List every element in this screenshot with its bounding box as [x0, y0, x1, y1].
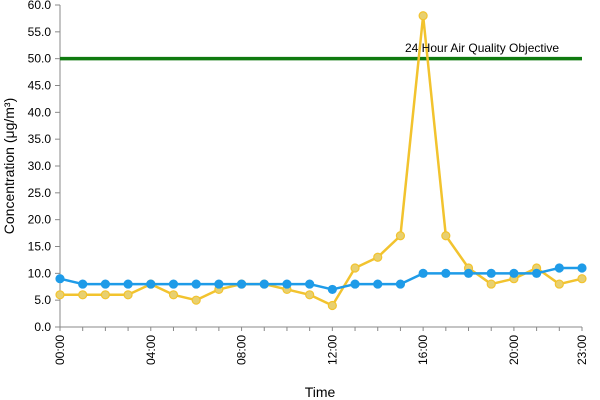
x-tick-label: 12:00: [325, 335, 339, 365]
series-2-point: [532, 268, 542, 278]
series-2-point: [146, 279, 156, 289]
x-axis-title: Time: [305, 384, 336, 400]
series-1-point: [373, 252, 383, 262]
series-2-point: [395, 279, 406, 289]
series-2-point: [441, 268, 451, 278]
series-1-point: [168, 290, 179, 300]
series-1-point: [55, 290, 65, 300]
series-2-point: [191, 279, 201, 289]
series-1-point: [191, 295, 201, 305]
series-1-point: [350, 263, 360, 273]
series-2-point: [78, 279, 88, 289]
series-1-point: [418, 11, 428, 21]
series-1-point: [554, 279, 564, 289]
x-tick-label: 00:00: [53, 335, 67, 365]
x-tick-label: 23:00: [575, 335, 589, 365]
y-tick-label: 10.0: [28, 266, 52, 280]
series-2-point: [373, 279, 383, 289]
y-tick-label: 50.0: [28, 52, 52, 66]
y-axis: 0.0 5.0 10.0 15.0 20.0 25.0 30.0 35.0 40.0 45.0 50…: [28, 0, 61, 334]
series-2-point: [509, 268, 519, 278]
series-1-point: [123, 290, 133, 300]
series-2-point: [305, 279, 315, 289]
series-line-2: [59, 266, 582, 291]
series-2-point: [236, 279, 247, 289]
x-axis: 00:00 04:00 08:00 12:00 16:00 20:00 23:00: [53, 326, 589, 365]
series-2-point: [168, 279, 179, 289]
series-2-point: [100, 279, 110, 289]
reference-line-label: 24 Hour Air Quality Objective: [405, 41, 559, 55]
y-tick-label: 25.0: [28, 186, 52, 200]
series-1-point: [577, 274, 587, 284]
y-tick-label: 60.0: [28, 0, 52, 12]
series-1-point: [327, 300, 337, 311]
series-1-point: [100, 290, 110, 300]
x-tick-label: 04:00: [144, 335, 158, 365]
series-2-point: [55, 274, 65, 284]
series-2-point: [123, 279, 133, 289]
series-2-point: [577, 263, 587, 273]
y-tick-label: 0.0: [34, 320, 51, 334]
series-2-point: [259, 279, 269, 289]
y-tick-label: 55.0: [28, 25, 52, 39]
y-tick-label: 40.0: [28, 105, 52, 119]
series-1-point: [305, 290, 315, 300]
y-tick-label: 30.0: [28, 159, 52, 173]
x-tick-label: 20:00: [507, 335, 521, 365]
series-1-point: [441, 231, 451, 241]
series-2-point: [554, 263, 564, 273]
series-2-point: [214, 279, 224, 289]
y-tick-label: 15.0: [28, 240, 52, 254]
series-group: [55, 11, 587, 311]
x-tick-label: 08:00: [235, 335, 249, 365]
y-axis-title: Concentration (μg/m³): [1, 98, 17, 234]
series-2-point: [350, 279, 360, 289]
y-tick-label: 45.0: [28, 79, 52, 93]
y-tick-label: 5.0: [34, 293, 51, 307]
series-1-point: [78, 290, 88, 300]
y-tick-label: 35.0: [28, 132, 52, 146]
series-2-point: [418, 268, 428, 278]
series-1-point: [486, 279, 496, 289]
series-2-point: [486, 268, 496, 278]
series-1-point: [395, 231, 406, 241]
x-tick-label: 16:00: [416, 335, 430, 365]
series-2-point: [463, 268, 474, 278]
series-2-point: [282, 279, 292, 289]
series-2-point: [327, 284, 337, 295]
y-tick-label: 20.0: [28, 213, 52, 227]
